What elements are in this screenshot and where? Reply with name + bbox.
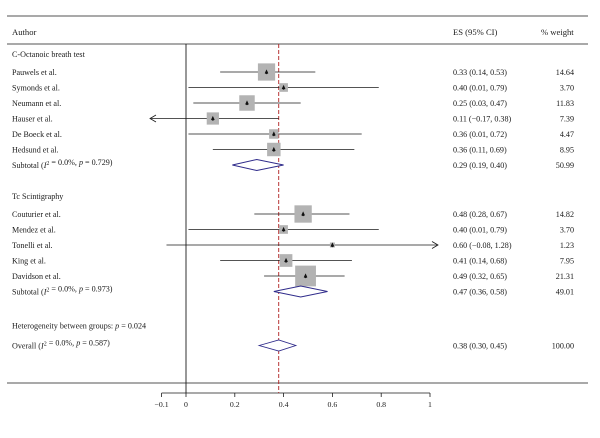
study-weight: 4.47	[560, 130, 574, 139]
subtotal-label: Subtotal (I2 = 0.0%, p = 0.729)	[12, 158, 113, 170]
overall-es-ci: 0.38 (0.30, 0.45)	[453, 342, 507, 351]
x-tick-label: 0.4	[279, 400, 289, 409]
study-es-ci: 0.40 (0.01, 0.79)	[453, 84, 507, 93]
x-tick-label: 0.6	[328, 400, 338, 409]
study-label: King et al.	[12, 257, 46, 266]
x-tick-label: 0.8	[376, 400, 386, 409]
study-label: De Boeck et al.	[12, 130, 62, 139]
ci-arrow-left	[149, 114, 157, 123]
point-estimate	[281, 84, 286, 90]
point-estimate	[272, 131, 276, 137]
subtotal-diamond	[273, 285, 328, 298]
point-estimate	[284, 257, 288, 263]
x-tick-label: 0.2	[230, 400, 240, 409]
point-estimate	[303, 273, 308, 279]
point-estimate	[281, 226, 286, 232]
study-label: Symonds et al.	[12, 84, 60, 93]
study-label: Pauwels et al.	[12, 68, 57, 77]
subtotal-label: Subtotal (I2 = 0.0%, p = 0.973)	[12, 285, 113, 297]
subtotal-es-ci: 0.29 (0.19, 0.40)	[453, 161, 507, 170]
study-weight: 7.95	[560, 257, 574, 266]
study-es-ci: 0.25 (0.03, 0.47)	[453, 99, 507, 108]
study-es-ci: 0.36 (0.11, 0.69)	[453, 146, 507, 155]
overall-label: Overall (I2 = 0.0%, p = 0.587)	[12, 339, 110, 351]
study-weight: 14.82	[556, 210, 574, 219]
study-es-ci: 0.36 (0.01, 0.72)	[453, 130, 507, 139]
study-weight: 8.95	[560, 146, 574, 155]
study-label: Mendez et al.	[12, 226, 56, 235]
study-label: Couturier et al.	[12, 210, 61, 219]
study-weight: 3.70	[560, 84, 574, 93]
study-es-ci: 0.33 (0.14, 0.53)	[453, 68, 507, 77]
study-label: Hauser et al.	[12, 115, 53, 124]
header-weight: % weight	[541, 27, 574, 37]
study-label: Tonelli et al.	[12, 241, 53, 250]
point-estimate	[245, 100, 249, 106]
heterogeneity-label: Heterogeneity between groups: p = 0.024	[12, 322, 146, 331]
point-estimate	[211, 115, 215, 121]
study-weight: 7.39	[560, 115, 574, 124]
overall-diamond	[257, 339, 298, 352]
study-weight: 11.83	[556, 99, 574, 108]
study-es-ci: 0.11 (−0.17, 0.38)	[453, 115, 512, 124]
header-author: Author	[12, 27, 36, 37]
subtotal-weight: 49.01	[556, 288, 574, 297]
study-es-ci: 0.48 (0.28, 0.67)	[453, 210, 507, 219]
x-tick-label: −0.1	[155, 400, 169, 409]
subtotal-es-ci: 0.47 (0.36, 0.58)	[453, 288, 507, 297]
subtotal-diamond	[232, 159, 284, 171]
point-estimate	[264, 69, 269, 75]
point-estimate	[330, 242, 335, 248]
study-weight: 1.23	[560, 241, 574, 250]
study-label: Hedsund et al.	[12, 146, 59, 155]
study-label: Davidson et al.	[12, 272, 61, 281]
overall-weight: 100.00	[552, 342, 574, 351]
subtotal-weight: 50.99	[556, 161, 574, 170]
point-estimate	[272, 146, 276, 152]
header-es: ES (95% CI)	[453, 27, 498, 37]
x-tick-label: 1	[428, 400, 432, 409]
study-label: Neumann et al.	[12, 99, 61, 108]
study-weight: 3.70	[560, 226, 574, 235]
ci-arrow-right	[431, 241, 439, 249]
study-weight: 21.31	[556, 272, 574, 281]
group-heading: C-Octanoic breath test	[12, 50, 86, 59]
study-es-ci: 0.41 (0.14, 0.68)	[453, 257, 507, 266]
x-tick-label: 0	[184, 400, 188, 409]
study-es-ci: 0.49 (0.32, 0.65)	[453, 272, 507, 281]
group-heading: Tc Scintigraphy	[12, 192, 64, 201]
study-es-ci: 0.60 (−0.08, 1.28)	[453, 241, 512, 250]
point-estimate	[301, 211, 305, 217]
study-es-ci: 0.40 (0.01, 0.79)	[453, 226, 507, 235]
study-weight: 14.64	[556, 68, 574, 77]
